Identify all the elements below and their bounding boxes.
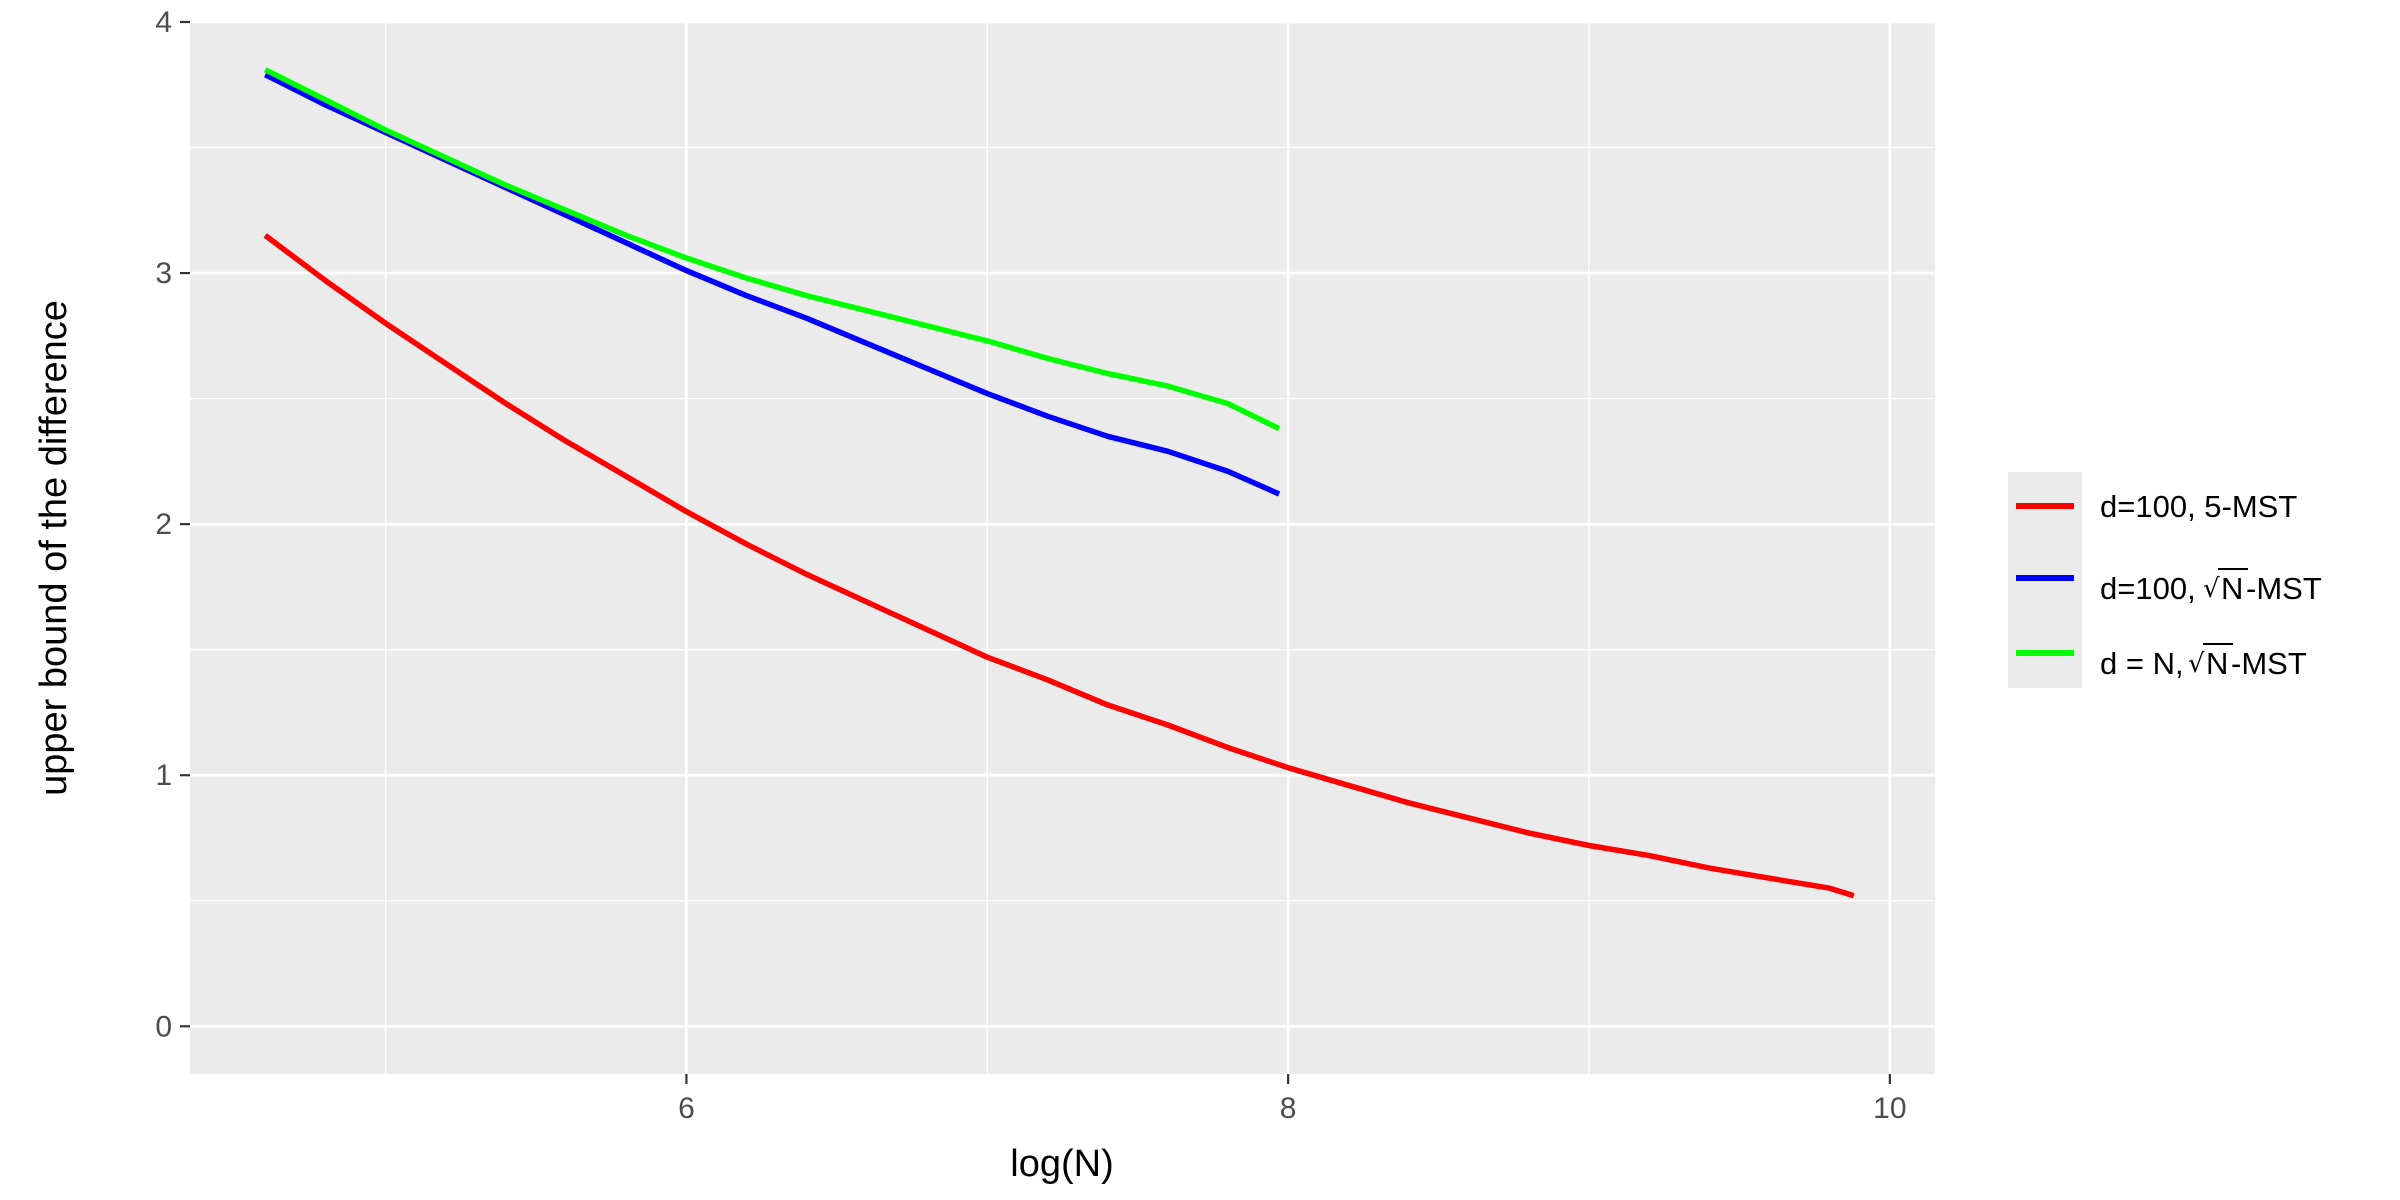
x-tick-label: 10 xyxy=(1873,1092,1906,1125)
legend-label-d100-sqrtn-mst: d=100, √ N -MST xyxy=(2100,568,2322,606)
data-series xyxy=(263,67,1855,899)
y-axis-title: upper bound of the difference xyxy=(33,300,75,796)
legend: d=100, 5-MST d=100, √ N -MST d = N, √ N … xyxy=(2008,472,2322,688)
svg-text:d = N,: d = N, xyxy=(2100,646,2192,681)
legend-label-d100-5mst: d=100, 5-MST xyxy=(2100,489,2297,524)
y-tick-label: 4 xyxy=(155,6,172,39)
svg-text:-MST: -MST xyxy=(2246,571,2322,606)
sqrt-symbol: √ xyxy=(2188,649,2205,679)
panel-background xyxy=(190,22,1935,1074)
legend-label-dN-sqrtn-mst: d = N, √ N -MST xyxy=(2100,643,2307,681)
x-axis-title: log(N) xyxy=(1010,1143,1113,1185)
x-tick-label: 6 xyxy=(678,1092,695,1125)
major-gridlines xyxy=(190,20,1935,1074)
y-tick-label: 3 xyxy=(155,257,172,290)
series-line-d100-5mst xyxy=(263,233,1855,899)
y-tick-label: 2 xyxy=(155,508,172,541)
svg-text:N: N xyxy=(2221,571,2243,606)
series-line-dN-sqrtn-mst xyxy=(263,67,1281,432)
y-tick-label: 0 xyxy=(155,1010,172,1043)
svg-text:N: N xyxy=(2206,646,2228,681)
axis-ticks xyxy=(180,20,1891,1084)
svg-text:d=100,: d=100, xyxy=(2100,571,2204,606)
tick-labels: 6 8 10 0 1 2 3 4 xyxy=(155,6,1906,1125)
svg-text:-MST: -MST xyxy=(2231,646,2307,681)
sqrt-symbol: √ xyxy=(2203,574,2220,604)
y-tick-label: 1 xyxy=(155,759,172,792)
minor-gridlines xyxy=(190,22,1935,1074)
x-tick-label: 8 xyxy=(1280,1092,1297,1125)
